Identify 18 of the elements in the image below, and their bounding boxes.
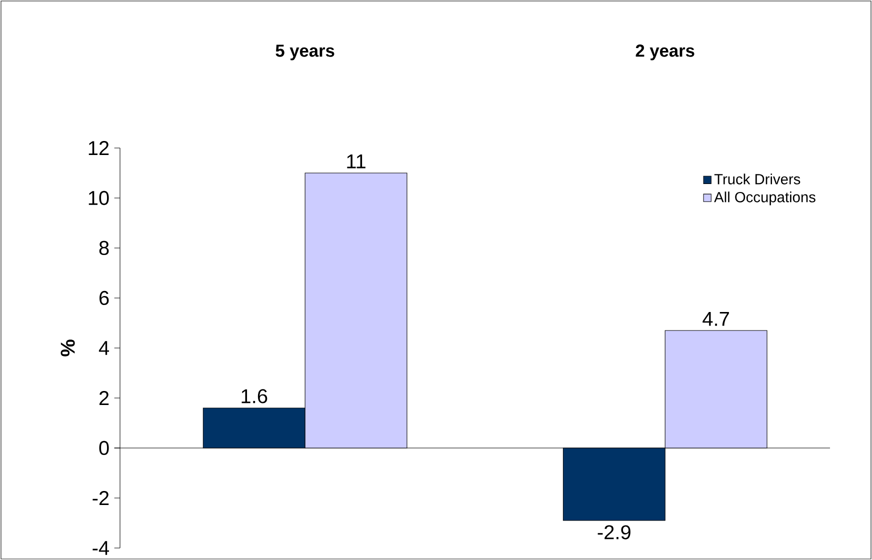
data-label: -2.9 — [598, 525, 630, 540]
y-tick-label: 0 — [99, 440, 109, 456]
y-axis-title: % — [60, 340, 75, 356]
legend-label: All Occupations — [714, 192, 816, 206]
y-tick-label: -2 — [92, 491, 109, 505]
y-tick-label: 8 — [99, 240, 109, 256]
data-label: 4.7 — [702, 312, 729, 326]
y-tick-label: -4 — [92, 541, 110, 555]
x-tick-label: 2 years — [636, 44, 694, 60]
y-tick-label: 2 — [99, 391, 109, 405]
y-tick-label: 4 — [98, 341, 110, 355]
y-tick-label: 12 — [88, 141, 109, 155]
y-tick-label: 6 — [100, 290, 109, 306]
y-tick-label: 10 — [88, 190, 109, 206]
legend-label: Truck Drivers — [714, 174, 800, 184]
x-tick-label: 5 years — [276, 44, 334, 60]
data-label: 1.6 — [242, 389, 268, 404]
data-label: 11 — [347, 154, 366, 168]
